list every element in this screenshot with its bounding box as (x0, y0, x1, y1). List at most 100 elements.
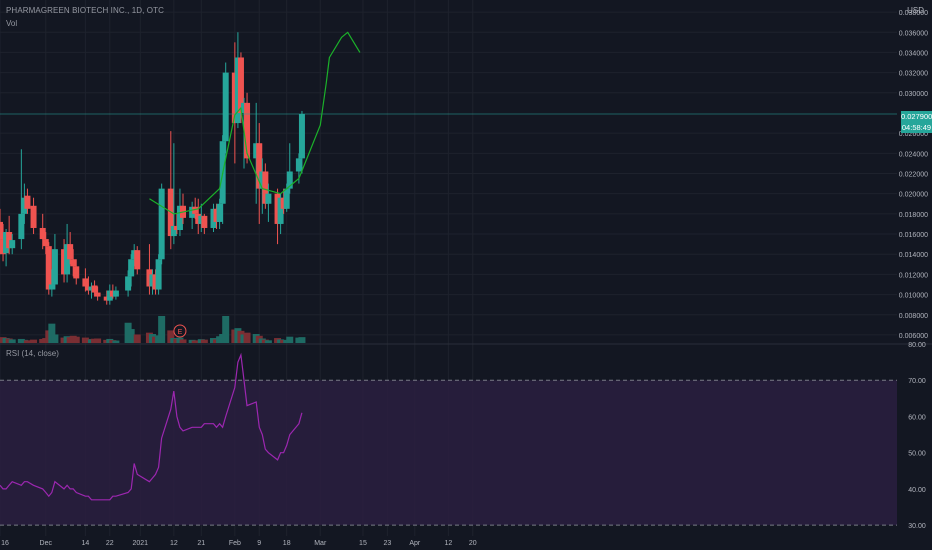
time-tick-label: 20 (469, 540, 477, 547)
volume-bar (23, 340, 31, 343)
time-tick-label: 2021 (133, 540, 149, 547)
candle-body (67, 244, 74, 260)
candle-body (82, 278, 89, 287)
candle-body (9, 240, 16, 249)
volume-bar (298, 337, 306, 343)
price-tick-label: 0.014000 (899, 252, 928, 259)
candle-body (237, 57, 244, 113)
candle-body (198, 215, 205, 224)
volume-bar (112, 340, 120, 343)
price-tick-label: 0.018000 (899, 212, 928, 219)
candle-body (73, 266, 80, 279)
candle-body (189, 206, 196, 218)
volume-bar (158, 316, 166, 343)
candle-body (45, 246, 52, 290)
candle-body (134, 250, 141, 270)
volume-bar (222, 316, 230, 343)
rsi-tick-label: 80.00 (908, 342, 926, 349)
rsi-tick-label: 60.00 (908, 414, 926, 421)
candle-body (158, 188, 165, 260)
candle-body (109, 290, 116, 297)
time-tick-label: 9 (257, 540, 261, 547)
price-tick-label: 0.030000 (899, 91, 928, 98)
candle-body (295, 158, 302, 172)
volume-bar (243, 332, 251, 343)
rsi-tick-label: 70.00 (908, 378, 926, 385)
candle-body (3, 232, 10, 254)
candle-body (216, 203, 223, 222)
price-tick-label: 0.036000 (899, 30, 928, 37)
candle-body (0, 221, 3, 240)
candle-body (48, 284, 55, 290)
time-tick-label: Dec (40, 540, 53, 547)
candle-body (244, 102, 251, 159)
candle-body (283, 188, 290, 209)
candle-body (85, 286, 92, 291)
rsi-label: RSI (14, close) (6, 349, 59, 358)
projection-drawing (149, 31, 361, 215)
time-tick-label: 15 (359, 540, 367, 547)
candle-body (192, 206, 199, 214)
candle-body (262, 171, 269, 204)
candle-body (24, 195, 31, 209)
candle-body (94, 292, 101, 297)
candle-body (259, 171, 266, 189)
candle-body (277, 197, 284, 224)
time-tick-label: 16 (1, 540, 9, 547)
candle-body (241, 102, 247, 113)
countdown-tag: 04:58:49 (901, 122, 932, 133)
rsi-band (0, 380, 897, 526)
volume-bar (167, 330, 175, 343)
candle-body (0, 239, 7, 255)
volume-bar (179, 339, 187, 343)
candle-body (176, 205, 183, 230)
price-tick-label: 0.032000 (899, 71, 928, 78)
time-tick-label: Mar (314, 540, 327, 547)
candle-body (30, 205, 37, 228)
candle-body (286, 171, 293, 189)
candle-body (234, 57, 241, 124)
candle-body (91, 285, 98, 293)
rsi-line (0, 352, 303, 501)
price-tick-label: 0.016000 (899, 232, 928, 239)
time-tick-label: Feb (229, 540, 241, 547)
volume-bar (72, 336, 80, 343)
rsi-tick-label: 30.00 (908, 523, 926, 530)
candle-body (280, 197, 287, 209)
time-tick-label: 18 (283, 540, 291, 547)
volume-bar (94, 338, 102, 343)
price-tick-label: 0.010000 (899, 293, 928, 300)
candle-body (112, 290, 119, 297)
price-tick-label: 0.024000 (899, 151, 928, 158)
volume-bar (133, 334, 141, 343)
volume-bar (200, 339, 208, 343)
candle-body (222, 72, 229, 142)
volume-bar (48, 323, 56, 343)
currency-label[interactable]: USD (907, 6, 924, 15)
volume-bar (51, 334, 59, 343)
price-tick-label: 0.022000 (899, 172, 928, 179)
price-tick-label: 0.038000 (899, 10, 928, 17)
time-tick-label: 12 (444, 540, 452, 547)
volume-bar (8, 339, 16, 343)
candle-body (39, 227, 46, 240)
earnings-marker-label: E (178, 329, 183, 336)
candle-body (88, 286, 95, 291)
volume-bar (264, 340, 272, 343)
candle-body (173, 225, 180, 230)
price-tick-label: 0.034000 (899, 50, 928, 57)
candle-body (6, 232, 13, 249)
rsi-tick-label: 50.00 (908, 451, 926, 458)
candle-body (61, 249, 68, 275)
time-tick-label: 23 (383, 540, 391, 547)
symbol-title: PHARMAGREEN BIOTECH INC., 1D, OTC (6, 6, 164, 15)
candle-body (106, 290, 113, 301)
candle-body (253, 143, 260, 159)
volume-bar (286, 336, 294, 343)
time-tick-label: 22 (106, 540, 114, 547)
candle-body (64, 244, 71, 275)
price-tick-label: 0.012000 (899, 272, 928, 279)
volume-bar (30, 339, 38, 343)
earnings-marker (173, 324, 187, 338)
